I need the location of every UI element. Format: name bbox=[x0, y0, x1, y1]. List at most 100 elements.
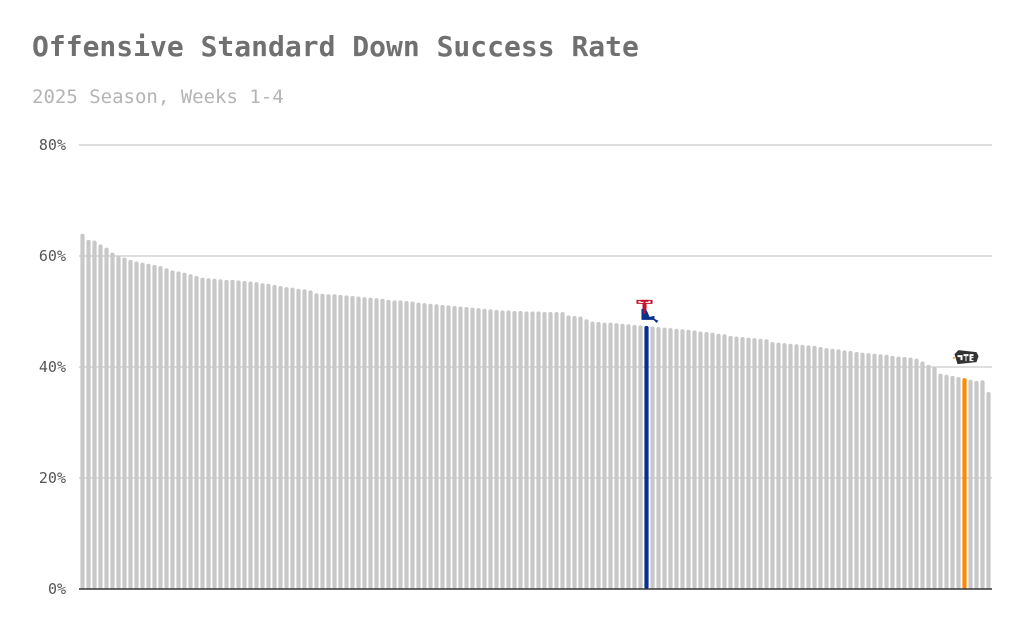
bar bbox=[476, 308, 481, 589]
bar bbox=[290, 287, 295, 589]
bar bbox=[200, 277, 205, 589]
bar bbox=[572, 315, 577, 589]
bar bbox=[674, 328, 679, 589]
chart-title: Offensive Standard Down Success Rate bbox=[32, 30, 639, 63]
bar bbox=[692, 330, 697, 589]
bar bbox=[938, 373, 943, 589]
y-tick-label: 40% bbox=[39, 358, 66, 376]
y-tick-label: 20% bbox=[39, 469, 66, 487]
bar bbox=[818, 347, 823, 589]
bar bbox=[278, 285, 283, 589]
bar bbox=[410, 301, 415, 589]
bar bbox=[152, 264, 157, 589]
bar bbox=[386, 299, 391, 589]
bar bbox=[932, 367, 937, 589]
bar bbox=[638, 325, 643, 590]
bar bbox=[398, 300, 403, 589]
bar bbox=[734, 336, 739, 589]
bar bbox=[578, 316, 583, 589]
bar bbox=[908, 357, 913, 589]
bar bbox=[524, 311, 529, 589]
bar bbox=[326, 294, 331, 589]
bar bbox=[662, 327, 667, 589]
bar bbox=[470, 307, 475, 589]
bar bbox=[728, 335, 733, 589]
y-tick-label: 80% bbox=[39, 136, 66, 154]
bar bbox=[104, 247, 109, 590]
bar bbox=[830, 348, 835, 589]
y-axis-tick-labels: 0% 20% 40% 60% 80% bbox=[39, 136, 66, 598]
bar-highlight bbox=[644, 325, 649, 589]
bar bbox=[368, 297, 373, 590]
bar bbox=[986, 391, 991, 589]
bar bbox=[914, 358, 919, 589]
bar bbox=[362, 297, 367, 589]
bar bbox=[590, 321, 595, 589]
bar bbox=[260, 283, 265, 589]
bar bbox=[188, 274, 193, 589]
bar bbox=[536, 311, 541, 589]
bar bbox=[182, 272, 187, 589]
bar bbox=[440, 304, 445, 589]
bar bbox=[308, 290, 313, 589]
bar bbox=[452, 305, 457, 589]
bar bbox=[416, 302, 421, 589]
bar bbox=[116, 256, 121, 589]
bar bbox=[980, 380, 985, 589]
bar bbox=[860, 352, 865, 589]
bar bbox=[92, 240, 97, 589]
bar bbox=[212, 278, 217, 589]
bar bbox=[296, 288, 301, 589]
bar bbox=[926, 364, 931, 589]
bar bbox=[464, 307, 469, 589]
y-tick-label: 60% bbox=[39, 247, 66, 265]
bar bbox=[686, 329, 691, 589]
bar bbox=[836, 349, 841, 589]
bar bbox=[176, 271, 181, 589]
bar bbox=[542, 312, 547, 589]
bar bbox=[512, 310, 517, 589]
bar bbox=[626, 324, 631, 589]
bar bbox=[656, 327, 661, 589]
utep-logo-icon bbox=[952, 350, 979, 365]
bar bbox=[284, 287, 289, 589]
team-logos bbox=[636, 299, 979, 365]
bar bbox=[488, 309, 493, 589]
bar bbox=[380, 298, 385, 589]
bar bbox=[500, 310, 505, 589]
bar bbox=[782, 343, 787, 589]
bar bbox=[206, 278, 211, 589]
bar bbox=[320, 293, 325, 589]
bar bbox=[722, 334, 727, 589]
bar bbox=[710, 332, 715, 589]
bar bbox=[650, 326, 655, 589]
bar bbox=[596, 322, 601, 589]
bars bbox=[80, 233, 991, 590]
chart-subtitle: 2025 Season, Weeks 1-4 bbox=[32, 86, 284, 108]
bar bbox=[80, 233, 85, 590]
bar bbox=[224, 279, 229, 589]
bar bbox=[758, 338, 763, 589]
bar bbox=[752, 338, 757, 589]
bar bbox=[506, 310, 511, 589]
bar bbox=[896, 356, 901, 589]
bar bbox=[302, 289, 307, 589]
bar bbox=[788, 343, 793, 589]
bar bbox=[608, 322, 613, 589]
y-tick-label: 0% bbox=[48, 580, 66, 598]
bar bbox=[842, 350, 847, 589]
bar bbox=[98, 244, 103, 589]
bar bbox=[236, 280, 241, 589]
bar bbox=[446, 305, 451, 589]
bar bbox=[422, 303, 427, 589]
bar bbox=[266, 283, 271, 589]
bar bbox=[158, 265, 163, 589]
louisiana-tech-logo-icon bbox=[636, 299, 659, 323]
bar bbox=[566, 315, 571, 589]
bar bbox=[164, 268, 169, 589]
bar bbox=[332, 294, 337, 589]
bar bbox=[704, 332, 709, 589]
bar bbox=[848, 350, 853, 589]
bar bbox=[872, 353, 877, 589]
